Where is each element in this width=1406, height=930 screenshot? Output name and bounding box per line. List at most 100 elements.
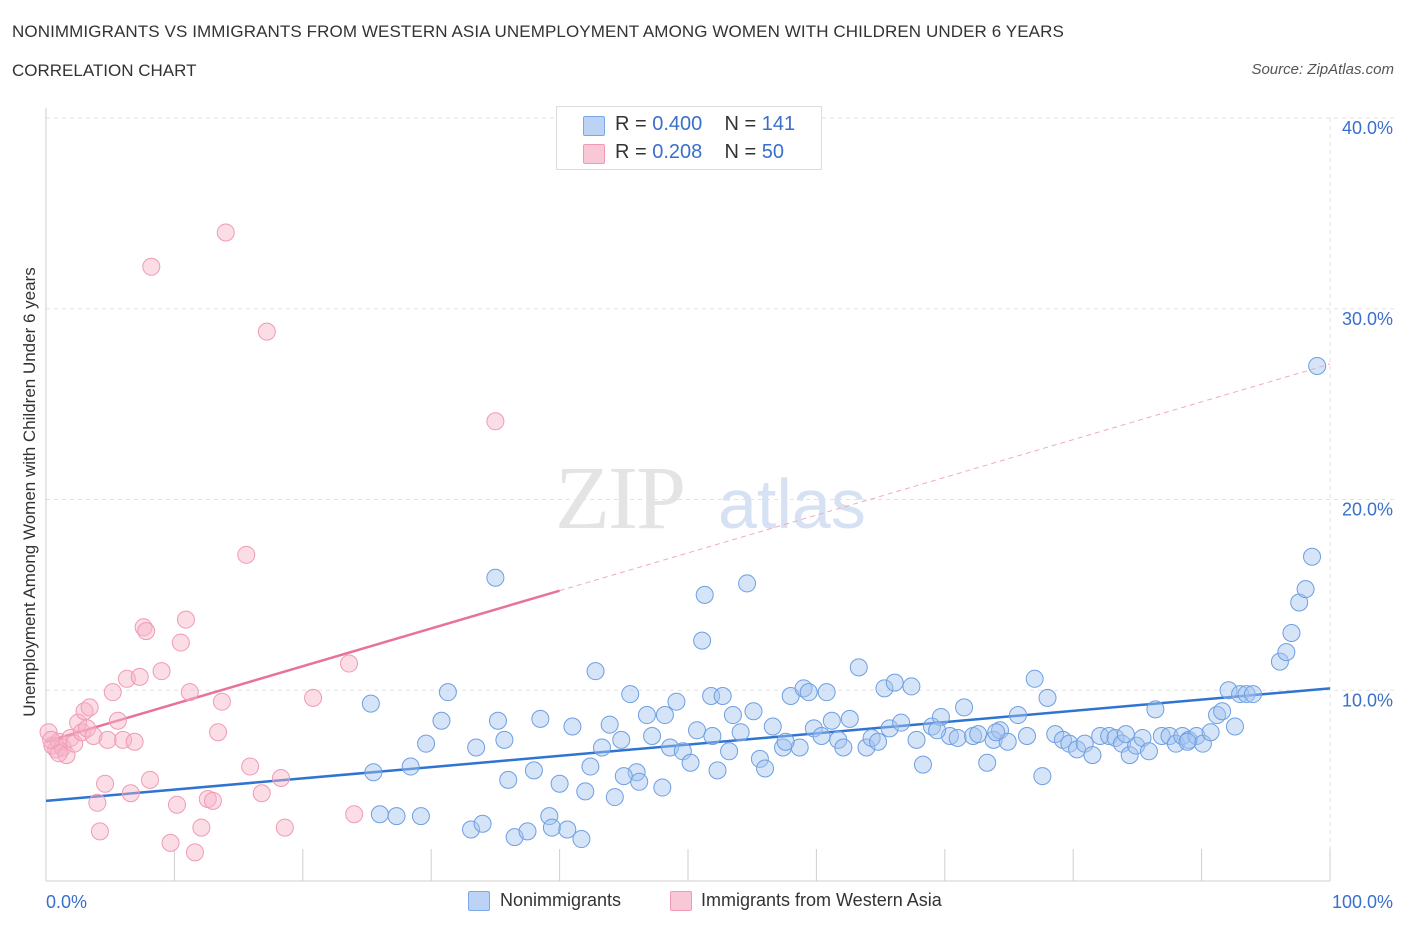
data-point-immigrants <box>275 818 294 837</box>
data-point-immigrants <box>80 698 99 717</box>
data-point-immigrants <box>161 833 180 852</box>
data-point-nonimmigrants <box>892 713 911 732</box>
data-point-immigrants <box>103 683 122 702</box>
data-point-immigrants <box>98 730 117 749</box>
data-point-nonimmigrants <box>630 772 649 791</box>
data-point-nonimmigrants <box>849 658 868 677</box>
legend-row-immigrants: R = 0.208 N = 50 <box>557 139 821 167</box>
watermark-zip: ZIP <box>555 449 684 548</box>
data-point-nonimmigrants <box>1213 702 1232 721</box>
data-point-nonimmigrants <box>723 706 742 725</box>
data-point-nonimmigrants <box>720 742 739 761</box>
data-point-nonimmigrants <box>1139 742 1158 761</box>
data-point-nonimmigrants <box>495 730 514 749</box>
series-immigrants-points <box>39 223 505 862</box>
data-point-nonimmigrants <box>542 818 561 837</box>
data-point-immigrants <box>90 822 109 841</box>
data-point-nonimmigrants <box>812 727 831 746</box>
data-point-immigrants <box>137 622 156 641</box>
data-point-nonimmigrants <box>550 774 569 793</box>
data-point-nonimmigrants <box>370 805 389 824</box>
data-point-nonimmigrants <box>518 822 537 841</box>
y-tick-labels: 10.0% 20.0% 30.0% 40.0% <box>1342 118 1393 710</box>
data-point-nonimmigrants <box>1187 727 1206 746</box>
data-point-nonimmigrants <box>955 698 974 717</box>
data-point-immigrants <box>108 711 127 730</box>
y-tick-label: 40.0% <box>1342 118 1393 138</box>
data-point-nonimmigrants <box>687 721 706 740</box>
trend-line-immigrants-extension <box>559 363 1331 592</box>
data-point-nonimmigrants <box>1083 746 1102 765</box>
data-point-nonimmigrants <box>1277 643 1296 662</box>
data-point-immigrants <box>121 784 140 803</box>
data-point-immigrants <box>69 713 88 732</box>
bottom-legend-nonimmigrants: Nonimmigrants <box>500 890 622 910</box>
watermark: ZIP atlas <box>555 449 866 548</box>
data-point-immigrants <box>142 257 161 276</box>
data-point-nonimmigrants <box>693 631 712 650</box>
legend-r-value: 0.400 <box>652 113 703 135</box>
data-point-immigrants <box>88 793 107 812</box>
data-point-nonimmigrants <box>572 830 591 849</box>
data-point-nonimmigrants <box>467 738 486 757</box>
data-point-nonimmigrants <box>880 719 899 738</box>
data-point-nonimmigrants <box>1120 746 1139 765</box>
data-point-nonimmigrants <box>799 683 818 702</box>
legend-text: R = 0.400 N = 141 <box>615 113 796 135</box>
data-point-nonimmigrants <box>473 814 492 833</box>
data-point-nonimmigrants <box>655 706 674 725</box>
data-point-nonimmigrants <box>581 757 600 776</box>
data-point-nonimmigrants <box>987 723 1006 742</box>
data-point-immigrants <box>42 730 61 749</box>
data-point-nonimmigrants <box>738 574 757 593</box>
data-point-immigrants <box>130 667 149 686</box>
data-point-nonimmigrants <box>1116 725 1135 744</box>
data-point-nonimmigrants <box>605 788 624 807</box>
data-point-nonimmigrants <box>563 717 582 736</box>
data-point-immigrants <box>141 770 160 789</box>
data-point-nonimmigrants <box>931 707 950 726</box>
data-point-nonimmigrants <box>875 679 894 698</box>
data-point-immigrants <box>304 688 323 707</box>
data-point-nonimmigrants <box>928 721 947 740</box>
data-point-nonimmigrants <box>817 683 836 702</box>
data-point-nonimmigrants <box>869 732 888 751</box>
data-point-immigrants <box>203 791 222 810</box>
data-point-nonimmigrants <box>763 717 782 736</box>
bottom-legend-swatch-nonimmigrants <box>468 891 490 911</box>
bottom-legend-immigrants: Immigrants from Western Asia <box>701 890 942 910</box>
legend-box: R = 0.400 N = 141 R = 0.208 N = 50 <box>556 106 822 170</box>
data-point-nonimmigrants <box>1296 580 1315 599</box>
data-point-nonimmigrants <box>998 732 1017 751</box>
y-tick-label: 10.0% <box>1342 690 1393 710</box>
bottom-legend-swatch-immigrants <box>670 891 692 911</box>
data-point-nonimmigrants <box>486 568 505 587</box>
legend-text: R = 0.208 N = 50 <box>615 141 785 163</box>
data-point-nonimmigrants <box>586 662 605 681</box>
data-point-nonimmigrants <box>1033 767 1052 786</box>
data-point-nonimmigrants <box>462 820 481 839</box>
data-point-nonimmigrants <box>1308 356 1327 375</box>
data-point-nonimmigrants <box>1231 685 1250 704</box>
data-point-nonimmigrants <box>558 820 577 839</box>
data-point-nonimmigrants <box>592 738 611 757</box>
data-point-immigrants <box>96 774 115 793</box>
data-point-nonimmigrants <box>1178 732 1197 751</box>
data-point-nonimmigrants <box>1038 688 1057 707</box>
data-point-nonimmigrants <box>840 709 859 728</box>
legend-row-nonimmigrants: R = 0.400 N = 141 <box>557 111 821 139</box>
data-point-nonimmigrants <box>969 725 988 744</box>
data-point-nonimmigrants <box>488 711 507 730</box>
data-point-nonimmigrants <box>576 782 595 801</box>
data-point-nonimmigrants <box>524 761 543 780</box>
data-point-immigrants <box>185 843 204 862</box>
data-point-nonimmigrants <box>1025 669 1044 688</box>
legend-swatch-pink <box>583 144 605 164</box>
y-tick-label: 30.0% <box>1342 309 1393 329</box>
data-point-immigrants <box>209 723 228 742</box>
data-point-immigrants <box>49 744 68 763</box>
data-point-nonimmigrants <box>731 723 750 742</box>
data-point-nonimmigrants <box>1008 706 1027 725</box>
data-point-nonimmigrants <box>857 738 876 757</box>
data-point-nonimmigrants <box>387 807 406 826</box>
